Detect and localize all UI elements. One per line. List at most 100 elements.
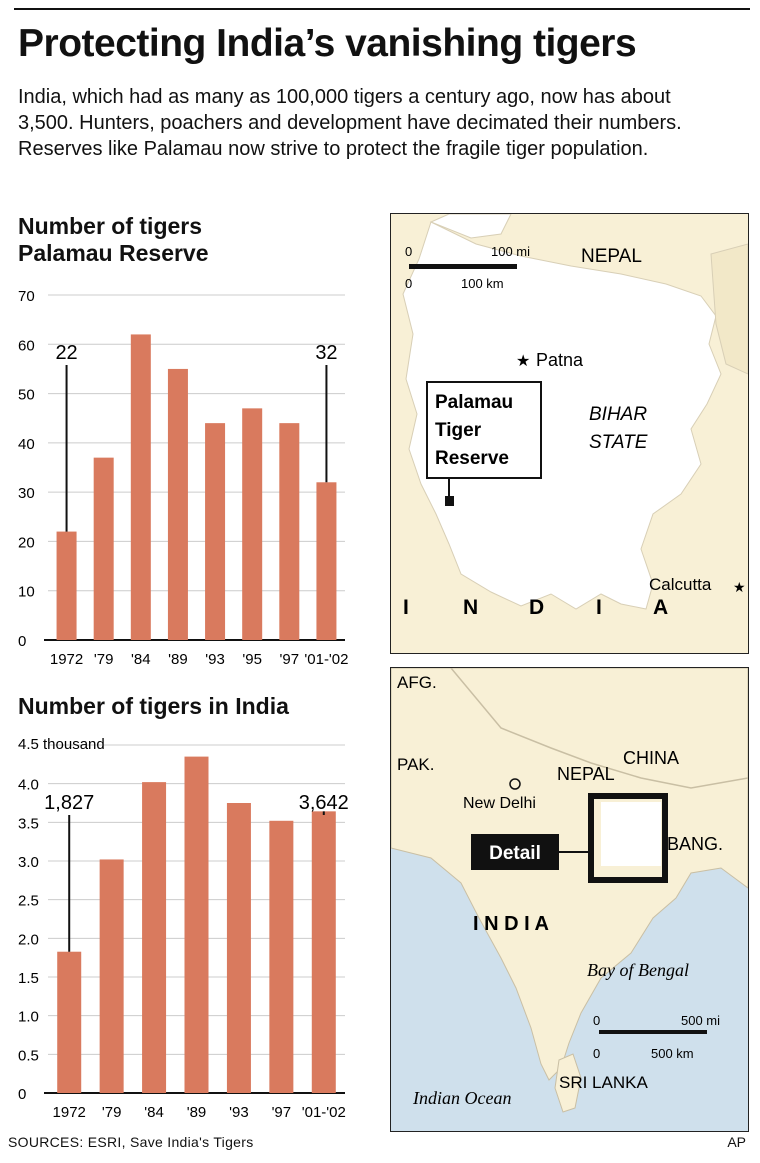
locator-scale-zero-bottom: 0 — [593, 1046, 600, 1061]
sri-lanka-shape — [554, 1053, 582, 1113]
india-letter-2: N — [463, 596, 478, 619]
x-tick-label: 1972 — [50, 651, 83, 668]
bar — [316, 482, 337, 640]
reserve-label-box — [426, 381, 542, 479]
x-tick-label: '01-'02 — [302, 1104, 346, 1121]
india-letter-5: A — [653, 596, 668, 619]
locator-scale-zero-top: 0 — [593, 1013, 600, 1028]
y-tick-label: 3.0 — [18, 854, 39, 871]
x-tick-label: '97 — [280, 651, 300, 668]
bar — [167, 368, 188, 640]
bihar-label: BIHAR — [589, 404, 647, 425]
india-letter-1: I — [403, 596, 409, 619]
reserve-marker — [445, 496, 454, 506]
bar — [279, 423, 300, 640]
data-label: 1,827 — [44, 792, 94, 814]
x-tick-label: '93 — [229, 1104, 249, 1121]
india-land — [391, 668, 748, 1081]
india-bar-chart: 0 0.5 1.0 1.5 2.0 2.5 3.0 3.5 4.0 4.5 thousand 197… — [18, 736, 349, 1121]
y-tick-label: 30 — [18, 485, 35, 502]
y-tick-label: 2.0 — [18, 931, 39, 948]
y-tick-label: 50 — [18, 387, 35, 404]
reserve-line2: Tiger — [435, 420, 482, 441]
y-tick-label: 2.5 — [18, 893, 39, 910]
detail-scale-zero-bottom: 0 — [405, 276, 412, 291]
india-letter-3: D — [529, 596, 544, 619]
detail-area-frame — [588, 793, 668, 883]
y-tick-label: 4.5 thousand — [18, 736, 105, 753]
bar — [142, 782, 167, 1093]
bar — [93, 457, 114, 640]
chart2-title: Number of tigers in India — [18, 693, 289, 720]
detail-label-box — [471, 834, 559, 870]
reserve-line1: Palamau — [435, 392, 513, 413]
bar — [226, 803, 251, 1093]
chart1-title-line1: Number of tigers — [18, 213, 203, 239]
y-tick-label: 20 — [18, 534, 35, 551]
detail-scale-bar — [409, 264, 517, 269]
bar — [99, 859, 124, 1093]
x-tick-label: '01-'02 — [304, 651, 348, 668]
locator-india-label: I N D I A — [473, 913, 549, 935]
data-label: 3,642 — [299, 792, 349, 814]
india-locator-map: Detail AFG. PAK. CHINA NEPAL New Delhi B… — [390, 667, 749, 1132]
detail-map-svg: 0 100 mi 0 100 km NEPAL ★ Patna BIHAR ST… — [391, 214, 748, 653]
sri-lanka-label: SRI LANKA — [559, 1073, 648, 1092]
new-delhi-label: New Delhi — [463, 795, 536, 812]
calcutta-label: Calcutta — [649, 575, 712, 594]
detail-scale-top: 100 mi — [491, 244, 530, 259]
detail-map: 0 100 mi 0 100 km NEPAL ★ Patna BIHAR ST… — [390, 213, 749, 654]
bihar-state-shape — [402, 221, 722, 610]
data-label: 22 — [55, 342, 77, 364]
bar — [184, 756, 209, 1093]
bar — [205, 423, 226, 640]
bang-label: BANG. — [667, 834, 723, 854]
state-label: STATE — [589, 432, 648, 453]
chart2-title-line1: Number of tigers in India — [18, 693, 289, 719]
headline: Protecting India’s vanishing tigers — [18, 22, 637, 65]
bar — [242, 408, 263, 640]
bar — [56, 531, 77, 640]
patna-label: Patna — [536, 350, 584, 370]
locator-nepal-label: NEPAL — [557, 764, 615, 784]
y-tick-label: 3.5 — [18, 815, 39, 832]
detail-label: Detail — [489, 843, 541, 864]
y-tick-label: 0 — [18, 1086, 26, 1103]
x-tick-label: '89 — [187, 1104, 207, 1121]
locator-scale-top: 500 mi — [681, 1013, 720, 1028]
sources-credit: SOURCES: ESRI, Save India's Tigers — [8, 1134, 254, 1150]
top-rule — [14, 8, 750, 10]
y-tick-label: 0 — [18, 633, 26, 650]
x-tick-label: '89 — [168, 651, 188, 668]
reserve-line3: Reserve — [435, 448, 509, 469]
data-label: 32 — [315, 342, 337, 364]
nepal-notch — [429, 214, 512, 239]
x-tick-label: '97 — [272, 1104, 292, 1121]
y-tick-label: 0.5 — [18, 1047, 39, 1064]
bar — [130, 334, 151, 640]
x-tick-label: '79 — [94, 651, 114, 668]
bay-of-bengal-label: Bay of Bengal — [587, 960, 689, 980]
y-tick-label: 10 — [18, 584, 35, 601]
detail-scale-bottom: 100 km — [461, 276, 504, 291]
calcutta-star-icon: ★ — [733, 579, 746, 595]
y-tick-label: 4.0 — [18, 777, 39, 794]
northern-border — [450, 668, 748, 789]
patna-star-icon: ★ — [516, 353, 530, 370]
new-delhi-capital-icon — [509, 778, 521, 790]
ap-credit: AP — [727, 1134, 746, 1150]
y-tick-label: 60 — [18, 337, 35, 354]
afg-label: AFG. — [397, 673, 437, 692]
detail-area-fill — [601, 802, 661, 866]
x-tick-label: '93 — [205, 651, 225, 668]
y-tick-label: 40 — [18, 436, 35, 453]
chart1-title-line2: Palamau Reserve — [18, 240, 209, 266]
locator-scale-bar — [599, 1030, 707, 1034]
y-tick-label: 1.5 — [18, 970, 39, 987]
x-tick-label: 1972 — [53, 1104, 86, 1121]
chart1-title: Number of tigers Palamau Reserve — [18, 213, 209, 267]
palamau-bar-chart: 0 10 20 30 40 50 60 70 1972 '79 '84 '89 '93 '95 '97'01… — [18, 288, 348, 668]
pak-label: PAK. — [397, 755, 434, 774]
india-letter-4: I — [596, 596, 602, 619]
x-tick-label: '84 — [144, 1104, 164, 1121]
